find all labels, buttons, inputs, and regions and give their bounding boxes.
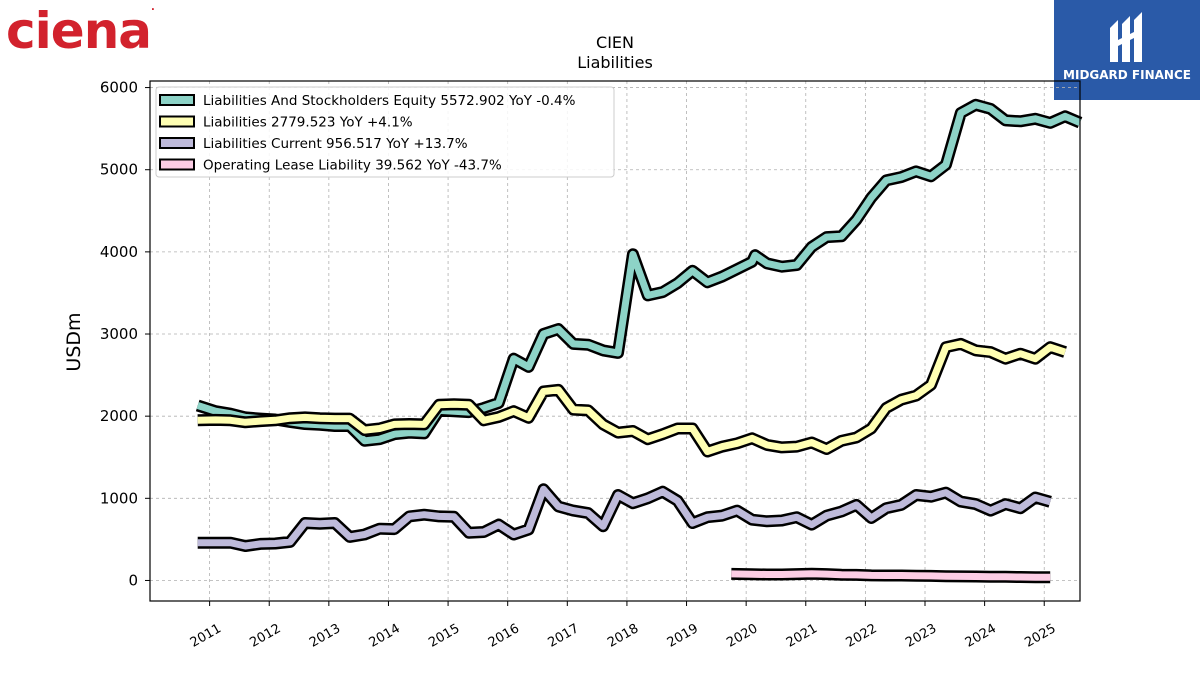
series-line-2: [197, 485, 1052, 550]
plot-frame: [149, 80, 1081, 602]
y-tick-label: 1000: [100, 489, 138, 507]
x-tick-label: 2013: [307, 621, 343, 651]
y-tick-label: 6000: [100, 79, 138, 97]
x-tick-label: 2014: [367, 621, 403, 651]
y-tick-label: 4000: [100, 243, 138, 261]
x-tick-label: 2016: [486, 621, 522, 651]
x-tick-label: 2019: [665, 621, 701, 651]
legend-swatch: [159, 115, 195, 128]
y-tick-label: 5000: [100, 161, 138, 179]
x-tick-label: 2017: [545, 621, 581, 651]
midgard-mark-icon: [1110, 12, 1142, 62]
legend-swatch: [159, 137, 195, 149]
x-tick-label: 2020: [724, 621, 760, 651]
x-tick-label: 2011: [188, 621, 224, 651]
x-tick-label: 2015: [426, 621, 462, 651]
x-axis-ticks: 2011 2012 2013 2014 2015 2016 2017 2018 2019 2020…: [188, 601, 1059, 651]
y-axis-ticks: 0 1000 2000 3000 4000 5000 6000: [100, 79, 150, 589]
legend-swatch: [159, 158, 195, 171]
series-line-3: [731, 570, 1051, 581]
y-tick-label: 0: [128, 571, 138, 589]
y-tick-label: 2000: [100, 407, 138, 425]
legend-entry: Operating Lease Liability 39.562 YoY -43…: [203, 158, 502, 174]
series-line-1: [197, 340, 1067, 455]
y-tick-label: 3000: [100, 325, 138, 343]
legend-entry: Liabilities Current 956.517 YoY +13.7%: [203, 136, 468, 152]
chart-subtitle: Liabilities: [577, 53, 653, 72]
x-tick-label: 2018: [605, 621, 641, 651]
legend-box: [155, 86, 615, 178]
series-outline-1: [197, 337, 1067, 458]
y-axis-label: USDm: [63, 312, 85, 371]
x-tick-label: 2023: [903, 621, 939, 651]
legend-entry: Liabilities 2779.523 YoY +4.1%: [203, 115, 413, 131]
x-tick-label: 2022: [844, 621, 880, 651]
ciena-logo: ciena.: [6, 2, 155, 60]
chart-title: CIEN: [596, 33, 634, 52]
midgard-logo-text: MIDGARD FINANCE: [1063, 68, 1191, 82]
midgard-finance-logo: MIDGARD FINANCE: [1054, 0, 1200, 100]
x-tick-label: 2025: [1022, 621, 1058, 651]
legend-swatch: [159, 94, 195, 106]
series-lines: [195, 98, 1083, 584]
x-tick-label: 2021: [784, 621, 820, 651]
legend-entry: Liabilities And Stockholders Equity 5572…: [203, 93, 576, 109]
ciena-logo-text: ciena: [6, 2, 152, 60]
x-tick-label: 2012: [247, 621, 283, 651]
legend: Liabilities And Stockholders Equity 5572…: [155, 86, 615, 178]
x-tick-label: 2024: [963, 621, 999, 651]
